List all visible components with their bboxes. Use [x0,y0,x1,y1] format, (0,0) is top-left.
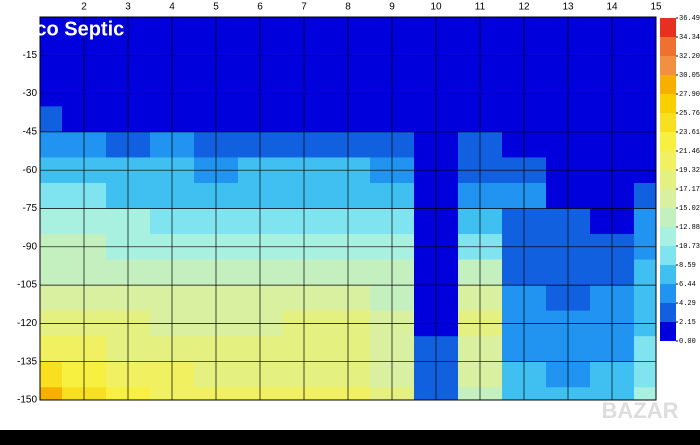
y-tick-label: -90 [23,241,38,252]
colorbar-label: 6.44 [679,281,696,289]
x-tick-label: 2 [81,2,87,13]
colorbar-box [660,284,676,303]
colorbar-label: 0.00 [679,338,696,346]
cell [634,182,657,209]
x-tick-label: 12 [518,2,530,13]
y-tick-label: -15 [23,50,38,61]
colorbar-box [660,18,676,37]
x-tick-label: 9 [389,2,395,13]
x-tick-label: 15 [650,2,662,13]
cell [40,182,63,209]
bottom-bar [0,430,700,445]
cell [40,131,63,158]
colorbar-box [660,94,676,113]
colorbar-box [660,75,676,94]
x-tick-label: 10 [430,2,442,13]
plot: 2 3 4 5 6 7 8 9 10 11 12 13 14 15 -15 -30 -45 -60 -75 -90 -1… [17,2,662,406]
cell [634,285,657,312]
cell [40,259,63,286]
watermark: BAZAR [602,398,679,423]
y-tick-label: -105 [17,280,37,291]
cell [634,131,657,158]
cell [40,106,63,133]
x-tick-label: 8 [345,2,351,13]
colorbar-box [660,265,676,284]
x-tick-label: 13 [562,2,574,13]
colorbar-box [660,132,676,151]
cell [40,17,63,31]
colorbar-label: 17.17 [679,186,700,194]
colorbar-label: 8.59 [679,262,696,270]
colorbar-label: 27.90 [679,91,700,99]
cell [634,55,657,82]
cell [634,17,657,31]
colorbar-label: 32.20 [679,53,700,61]
colorbar: 0.00 2.15 4.29 6.44 8.59 10.73 12.88 15.02 17.17… [660,15,700,346]
colorbar-label: 36.49 [679,15,700,23]
colorbar-label: 15.02 [679,205,700,213]
colorbar-label: 19.32 [679,167,700,175]
y-tick-label: -45 [23,127,38,138]
colorbar-box [660,208,676,227]
colorbar-label: 10.73 [679,243,700,251]
colorbar-label: 12.88 [679,224,700,232]
colorbar-box [660,113,676,132]
colorbar-box [660,246,676,265]
colorbar-box [660,303,676,322]
cell [634,106,657,133]
colorbar-label: 23.61 [679,129,700,137]
x-tick-label: 11 [475,2,486,13]
y-tick-label: -120 [17,318,37,329]
cell [634,29,657,56]
colorbar-label: 30.05 [679,72,700,80]
colorbar-box [660,151,676,170]
colorbar-box [660,37,676,56]
colorbar-label: 2.15 [679,319,696,327]
plot-frame [39,16,657,401]
y-tick-label: -150 [17,395,37,406]
cell [40,55,63,82]
cell [40,285,63,312]
cell [40,208,63,235]
colorbar-box [660,170,676,189]
x-tick-label: 4 [169,2,175,13]
cell [40,361,63,388]
colorbar-label: 21.46 [679,148,700,156]
colorbar-box [660,189,676,208]
cell [634,208,657,235]
cell [40,29,63,56]
colorbar-label: 25.76 [679,110,700,118]
cell [634,361,657,388]
cell [634,336,657,363]
x-tick-label: 5 [213,2,219,13]
colorbar-box [660,322,676,341]
chart-title: Eco Septic [22,18,124,40]
y-tick-label: -60 [23,165,38,176]
x-tick-label: 7 [301,2,307,13]
colorbar-label: 34.34 [679,34,700,42]
y-tick-label: -30 [23,88,38,99]
x-tick-label: 14 [606,2,618,13]
cell [634,387,657,401]
y-tick-label: -75 [23,203,38,214]
cell [40,387,63,401]
cell [40,336,63,363]
y-tick-label: -135 [17,356,37,367]
cell [634,259,657,286]
x-tick-label: 6 [257,2,263,13]
colorbar-box [660,56,676,75]
colorbar-label: 4.29 [679,300,696,308]
colorbar-box [660,227,676,246]
x-tick-label: 3 [125,2,131,13]
